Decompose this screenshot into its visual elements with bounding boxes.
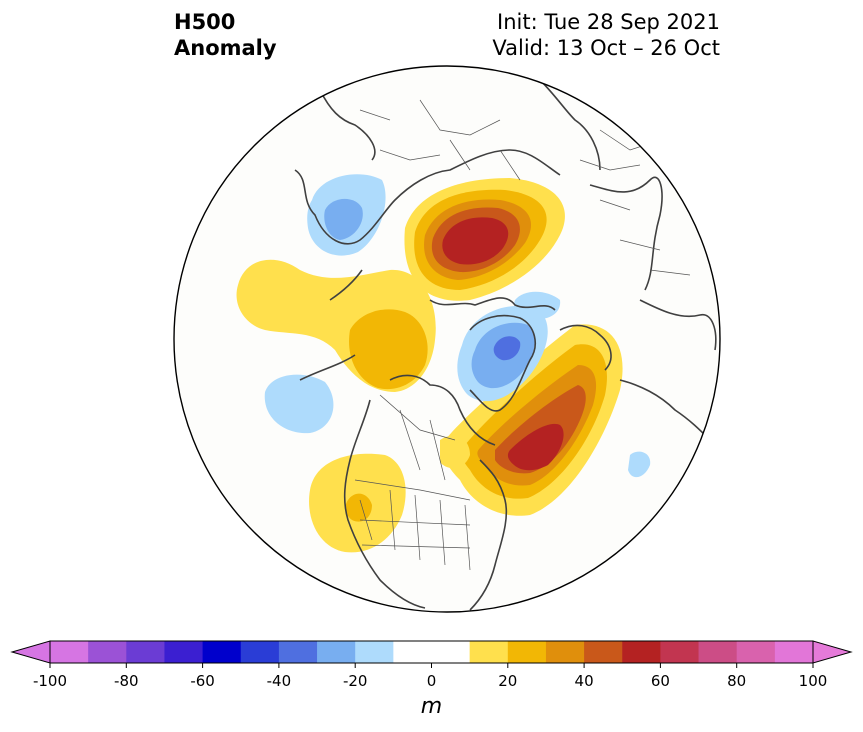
colorbar: -100 -80 -60 -40 -20 0 20 40 60 80 100 (10, 640, 853, 690)
colorbar-swatch (698, 641, 738, 663)
colorbar-swatch (736, 641, 776, 663)
colorbar-swatch (202, 641, 242, 663)
colorbar-tick-label: -20 (343, 672, 368, 690)
colorbar-swatch (240, 641, 280, 663)
colorbar-swatch (774, 641, 814, 663)
colorbar-ticks: -100 -80 -60 -40 -20 0 20 40 60 80 100 (33, 663, 827, 690)
negative-anomaly-pacific (264, 374, 334, 434)
colorbar-extend-low (10, 640, 51, 664)
colorbar-swatch (431, 641, 471, 663)
colorbar-swatch (469, 641, 509, 663)
colorbar-swatch (126, 641, 165, 663)
valid-label: Valid: 13 Oct – 26 Oct (492, 36, 720, 60)
negative-anomaly-greenland (457, 305, 548, 402)
colorbar-extend-high (812, 640, 853, 664)
colorbar-swatch (545, 641, 585, 663)
title-left: H500 Anomaly (174, 9, 277, 61)
positive-anomaly-west-us (309, 453, 406, 553)
colorbar-swatch (355, 641, 394, 663)
colorbar-tick-label: 100 (799, 672, 828, 690)
colorbar-swatch (164, 641, 204, 663)
colorbar-tick-label: 80 (727, 672, 746, 690)
borders (354, 99, 691, 571)
colorbar-swatches (10, 640, 853, 664)
polar-map (173, 65, 721, 613)
colorbar-swatch (507, 641, 547, 663)
colorbar-tick-label: 40 (575, 672, 594, 690)
positive-anomaly-atlantic (440, 435, 470, 469)
map-disc (174, 66, 720, 612)
map-boundary (173, 65, 721, 613)
field-title: H500 (174, 10, 236, 34)
colorbar-swatch (317, 641, 356, 663)
colorbar-swatch (393, 641, 432, 663)
colorbar-tick-label: -60 (190, 672, 215, 690)
colorbar-swatch (278, 641, 318, 663)
colorbar-tick-label: 60 (651, 672, 670, 690)
colorbar-tick-label: 20 (498, 672, 517, 690)
negative-anomaly-europe (514, 291, 561, 320)
positive-anomaly-europe (404, 178, 565, 301)
title-right: Init: Tue 28 Sep 2021 Valid: 13 Oct – 26… (492, 9, 720, 61)
colorbar-swatch (584, 641, 623, 663)
init-label: Init: Tue 28 Sep 2021 (497, 10, 720, 34)
colorbar-swatch (50, 641, 89, 663)
colorbar-swatch (660, 641, 700, 663)
anomaly-shading (236, 79, 717, 611)
coastlines (294, 79, 717, 611)
colorbar-swatch (88, 641, 127, 663)
colorbar-tick-label: -40 (267, 672, 292, 690)
colorbar-tick-label: 0 (427, 672, 437, 690)
positive-anomaly-siberia (236, 259, 436, 392)
kind-title: Anomaly (174, 36, 277, 60)
colorbar-swatch (622, 641, 661, 663)
colorbar-tick-label: -80 (114, 672, 139, 690)
colorbar-tick-label: -100 (33, 672, 67, 690)
negative-anomaly-east-atlantic (628, 451, 651, 478)
colorbar-unit: m (420, 694, 443, 719)
